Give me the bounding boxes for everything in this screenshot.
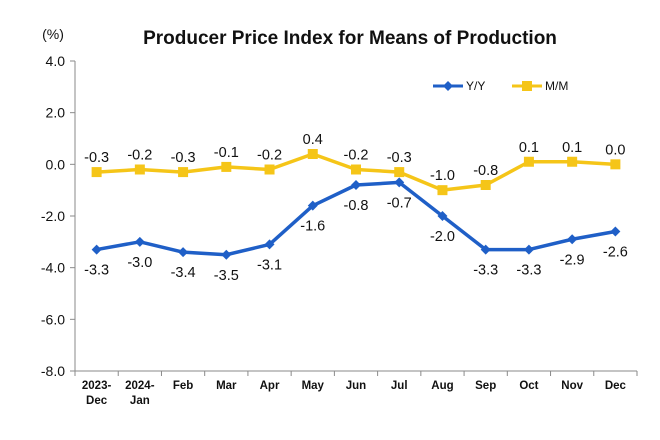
- data-point-mm: [264, 164, 275, 175]
- data-point-mm: [307, 149, 318, 159]
- data-point-yy: [91, 244, 102, 255]
- series-line-yy: [96, 180, 616, 257]
- x-tick-label: Jun: [346, 380, 366, 392]
- data-point-yy: [134, 236, 145, 247]
- x-tick-label: 2024-Jan: [125, 380, 155, 407]
- data-point-mm: [567, 156, 578, 167]
- data-point-mm: [480, 180, 491, 190]
- data-label-yy: -2.6: [603, 245, 628, 261]
- data-point-yy: [221, 249, 232, 260]
- y-unit-label: (%): [42, 26, 64, 42]
- data-point-yy: [264, 239, 275, 250]
- data-label-mm: -0.8: [473, 163, 498, 179]
- data-point-yy: [394, 177, 405, 188]
- legend-marker-mm: [522, 81, 532, 91]
- legend-label-mm: M/M: [545, 79, 568, 93]
- legend-label-yy: Y/Y: [466, 79, 485, 93]
- x-tick-label: Apr: [260, 380, 280, 392]
- data-label-mm: 0.0: [605, 142, 625, 158]
- data-label-mm: -0.3: [171, 150, 196, 166]
- data-label-yy: -2.9: [560, 252, 585, 268]
- data-point-yy: [307, 200, 318, 211]
- data-label-yy: -3.5: [214, 268, 239, 284]
- data-label-yy: -3.1: [257, 257, 282, 273]
- legend-marker-yy: [443, 81, 453, 91]
- data-label-yy: -3.4: [171, 265, 196, 281]
- legend: Y/Y M/M: [433, 79, 568, 93]
- data-label-mm: -1.0: [430, 168, 455, 184]
- y-tick-label: 2.0: [46, 105, 66, 121]
- data-label-yy: -3.3: [516, 263, 541, 279]
- y-tick-label: 0.0: [46, 156, 66, 172]
- x-tick-label: Sep: [475, 380, 496, 392]
- data-point-yy: [567, 234, 578, 245]
- x-tick-label: Nov: [561, 380, 583, 392]
- x-tick-label: Jul: [391, 380, 408, 392]
- data-label-mm: -0.2: [344, 148, 369, 164]
- data-point-mm: [91, 167, 102, 178]
- data-label-yy: -2.0: [430, 229, 455, 245]
- data-point-mm: [610, 159, 621, 170]
- x-tick-label: Oct: [519, 380, 538, 392]
- data-label-mm: -0.3: [84, 150, 109, 166]
- data-point-mm: [394, 167, 405, 178]
- x-tick-label: Dec: [605, 380, 627, 392]
- data-point-yy: [610, 226, 621, 237]
- data-label-yy: -3.0: [127, 255, 152, 271]
- x-tick-label: 2023-Dec: [82, 380, 112, 407]
- data-point-mm: [523, 156, 534, 167]
- data-point-mm: [134, 164, 145, 175]
- data-point-yy: [351, 180, 361, 190]
- y-tick-label: -4.0: [41, 260, 65, 276]
- data-label-mm: 0.1: [519, 140, 539, 156]
- data-point-yy: [178, 247, 189, 258]
- x-tick-label: Aug: [431, 380, 453, 392]
- data-label-yy: -0.8: [344, 198, 369, 214]
- data-point-yy: [523, 244, 534, 255]
- x-tick-label: May: [302, 380, 325, 392]
- plot-area: 4.0 2.0 0.0 -2.0 -4.0 -6.0 -8.0 2023-Dec 2024-Ja…: [41, 53, 638, 407]
- data-label-mm: -0.1: [214, 145, 239, 161]
- data-label-mm: -0.2: [257, 148, 282, 164]
- data-label-mm: 0.1: [562, 140, 582, 156]
- data-label-yy: -3.3: [84, 263, 109, 279]
- data-label-yy: -0.7: [387, 195, 412, 211]
- x-tick-label: Feb: [173, 380, 193, 392]
- data-label-mm: -0.2: [127, 148, 152, 164]
- data-label-yy: -1.6: [300, 219, 325, 235]
- y-tick-label: -2.0: [41, 208, 65, 224]
- y-tick-label: -8.0: [41, 363, 65, 379]
- data-point-mm: [178, 167, 189, 178]
- data-point-mm: [437, 185, 448, 196]
- data-label-mm: -0.3: [387, 150, 412, 166]
- data-point-mm: [221, 161, 232, 172]
- y-tick-label: 4.0: [46, 53, 66, 69]
- y-tick-label: -6.0: [41, 311, 65, 327]
- data-point-mm: [351, 164, 361, 175]
- data-point-yy: [480, 244, 491, 255]
- data-label-mm: 0.4: [303, 132, 323, 148]
- chart-title: Producer Price Index for Means of Produc…: [143, 28, 557, 49]
- x-tick-label: Mar: [216, 380, 237, 392]
- data-point-yy: [437, 211, 448, 221]
- data-label-yy: -3.3: [473, 263, 498, 279]
